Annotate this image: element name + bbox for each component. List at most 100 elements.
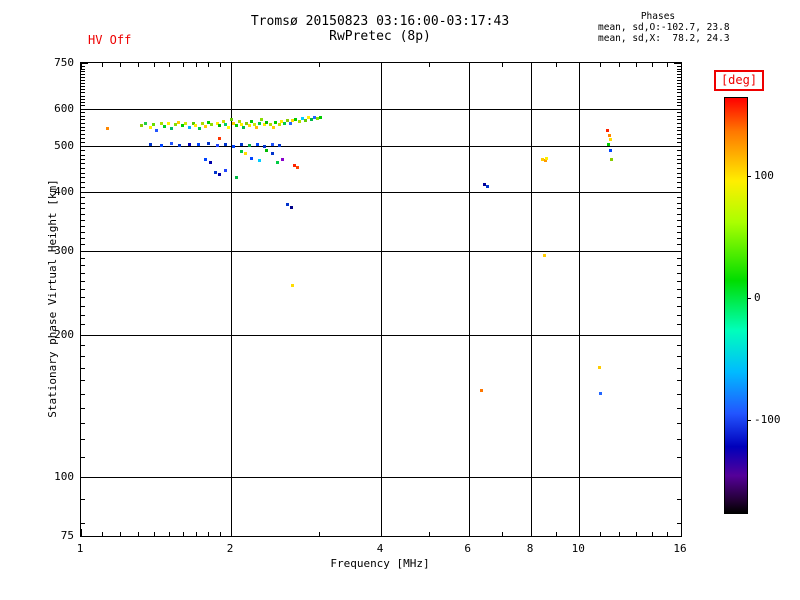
data-point <box>296 166 300 170</box>
y-tick-minor <box>81 182 85 184</box>
x-tick-label: 10 <box>571 542 585 555</box>
y-tick-minor <box>677 126 681 128</box>
y-tick-minor <box>81 288 85 290</box>
y-tick-major <box>674 334 681 336</box>
x-tick-minor <box>182 532 184 536</box>
data-point <box>250 156 254 160</box>
x-tick-label: 6 <box>464 542 472 555</box>
data-point <box>277 122 281 126</box>
data-point <box>265 120 269 124</box>
y-tick-minor <box>677 197 681 199</box>
y-tick-major <box>81 108 88 110</box>
y-tick-minor <box>81 142 85 144</box>
hv-off-label: HV Off <box>88 33 132 47</box>
y-tick-minor <box>81 367 85 369</box>
x-tick-minor <box>195 63 197 67</box>
y-tick-label: 200 <box>54 327 74 341</box>
data-point <box>174 122 178 126</box>
y-tick-major <box>674 476 681 478</box>
x-tick-minor <box>636 532 638 536</box>
data-point <box>216 143 220 147</box>
data-point <box>599 392 603 396</box>
data-point <box>231 144 235 148</box>
y-tick-minor <box>81 202 85 204</box>
y-tick-minor <box>81 134 85 136</box>
y-tick-major <box>674 63 681 64</box>
y-tick-major <box>81 476 88 478</box>
y-tick-minor <box>677 439 681 441</box>
y-tick-minor <box>81 115 85 117</box>
grid-line-horizontal <box>81 476 681 478</box>
data-point <box>149 125 153 129</box>
y-tick-minor <box>677 65 681 67</box>
y-tick-minor <box>81 95 85 97</box>
data-point <box>181 124 185 128</box>
data-point <box>486 184 490 188</box>
data-point <box>598 366 602 370</box>
y-tick-minor <box>81 297 85 299</box>
y-tick-minor <box>677 457 681 459</box>
y-tick-minor <box>81 187 85 189</box>
data-point <box>206 120 210 124</box>
x-tick-minor <box>429 63 431 67</box>
y-tick-minor <box>677 68 681 70</box>
y-tick-minor <box>81 83 85 85</box>
x-tick-minor <box>556 63 558 67</box>
data-point <box>257 121 261 125</box>
x-tick-minor <box>137 532 139 536</box>
x-tick-label: 4 <box>376 542 384 555</box>
x-tick-minor <box>652 63 654 67</box>
data-point <box>187 125 191 129</box>
x-tick-minor <box>120 532 122 536</box>
data-point <box>479 389 483 393</box>
plot-subtitle: RwPretec (8p) <box>329 29 431 44</box>
y-tick-minor <box>81 68 85 70</box>
y-tick-major <box>81 251 88 253</box>
data-point <box>152 122 156 126</box>
colorbar-tick-label: 100 <box>754 169 774 183</box>
y-tick-label: 75 <box>60 529 74 542</box>
data-point <box>263 144 267 148</box>
y-tick-minor <box>81 356 85 358</box>
y-tick-minor <box>677 83 681 85</box>
x-tick-minor <box>502 63 504 67</box>
y-tick-minor <box>677 522 681 524</box>
data-point <box>281 157 285 161</box>
y-tick-minor <box>81 213 85 215</box>
y-tick-minor <box>81 65 85 67</box>
y-tick-minor <box>81 167 85 169</box>
y-tick-minor <box>81 423 85 424</box>
data-point <box>209 161 213 165</box>
y-tick-minor <box>677 258 681 260</box>
colorbar <box>724 97 748 514</box>
x-tick-minor <box>636 63 638 67</box>
x-tick-major <box>381 529 382 536</box>
y-tick-minor <box>677 345 681 347</box>
grid-line-vertical <box>468 63 470 536</box>
y-tick-minor <box>677 154 681 156</box>
x-tick-label: 8 <box>526 542 534 555</box>
y-tick-minor <box>81 457 85 459</box>
data-point <box>312 115 316 119</box>
y-tick-minor <box>677 123 681 124</box>
plot-title: Tromsø 20150823 03:16:00-03:17:43 <box>250 14 510 29</box>
x-tick-minor <box>599 63 601 67</box>
y-tick-minor <box>81 138 85 140</box>
y-tick-minor <box>677 297 681 299</box>
y-tick-minor <box>81 150 85 152</box>
data-point <box>265 148 269 152</box>
y-tick-minor <box>81 80 85 82</box>
y-tick-minor <box>81 74 85 76</box>
x-tick-minor <box>182 63 184 67</box>
y-tick-minor <box>677 130 681 132</box>
data-point <box>244 152 248 156</box>
grid-line-horizontal <box>81 146 681 148</box>
y-tick-label: 750 <box>54 56 74 69</box>
data-point <box>606 128 610 132</box>
x-tick-minor <box>667 63 669 67</box>
y-tick-minor <box>81 225 85 227</box>
data-point <box>162 125 166 129</box>
y-tick-minor <box>677 244 681 246</box>
data-point <box>177 120 181 124</box>
data-point <box>216 121 220 125</box>
